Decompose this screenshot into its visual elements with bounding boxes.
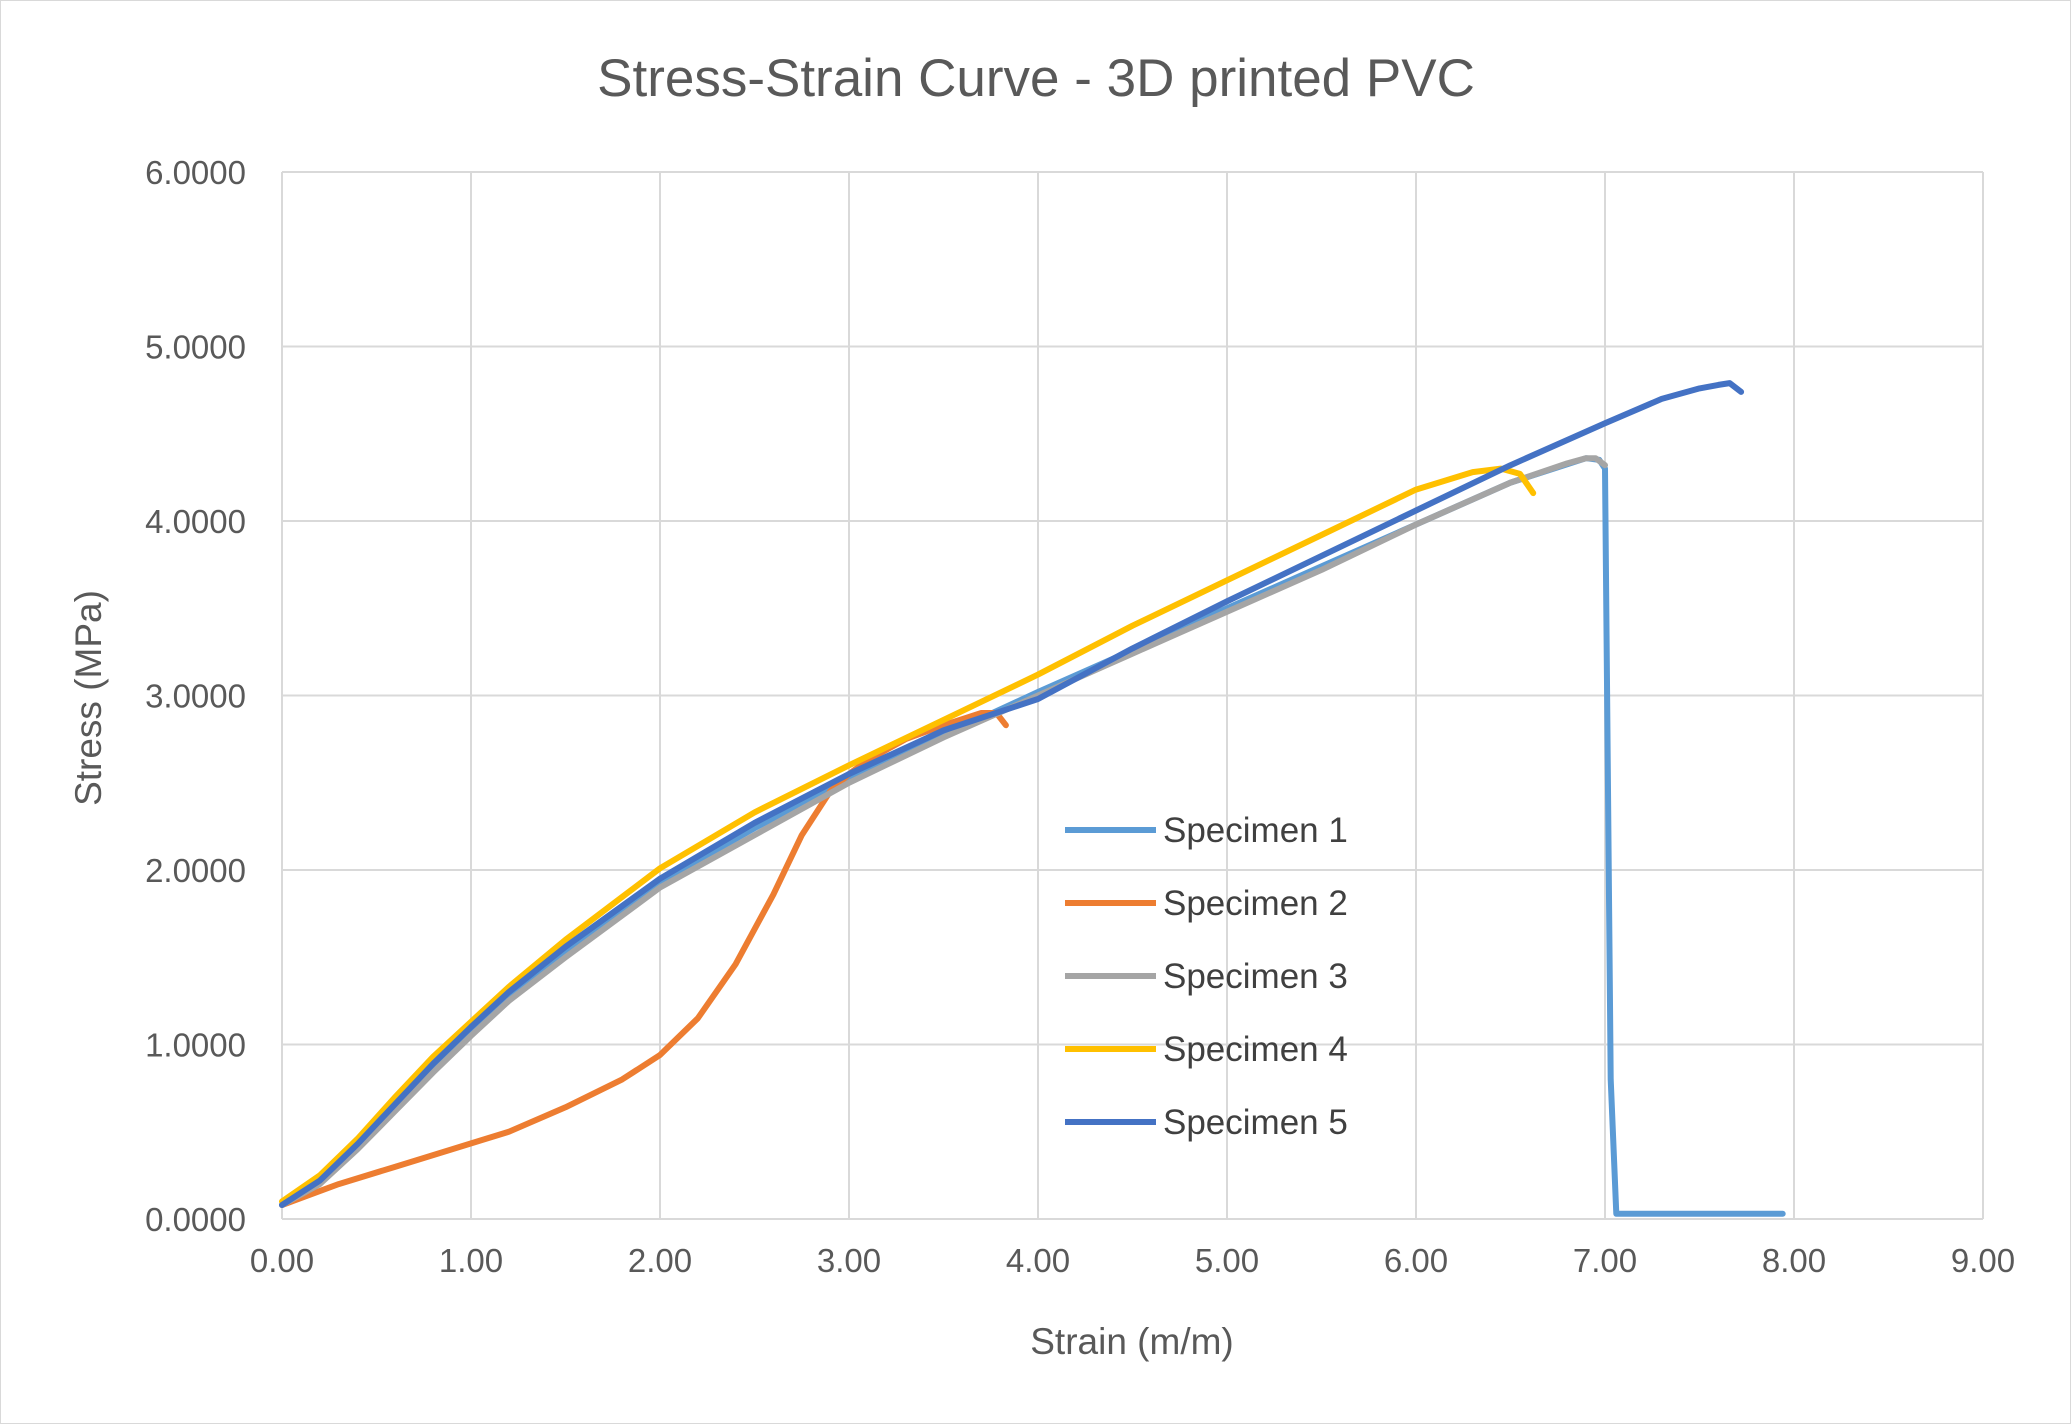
y-tick-label: 3.0000	[145, 678, 246, 715]
x-tick-label: 2.00	[628, 1242, 692, 1279]
series-lines	[279, 380, 1786, 1217]
y-axis-label: Stress (MPa)	[68, 590, 109, 806]
x-tick-label: 5.00	[1195, 1242, 1259, 1279]
axes: 0.00 1.00 2.00 3.00 4.00 5.00 6.00 7.00 8.00 9.00…	[145, 154, 2015, 1279]
gridlines	[281, 171, 1984, 1220]
y-tick-label: 1.0000	[145, 1027, 246, 1064]
y-tick-label: 5.0000	[145, 329, 246, 366]
x-axis-label: Strain (m/m)	[1030, 1321, 1234, 1362]
legend-entry-label: Specimen 3	[1163, 957, 1348, 996]
series-line-specimen-3	[279, 455, 1608, 1208]
series-line-specimen-4	[279, 465, 1537, 1205]
chart-title: Stress-Strain Curve - 3D printed PVC	[597, 49, 1475, 108]
x-tick-label: 8.00	[1762, 1242, 1826, 1279]
x-tick-label: 3.00	[817, 1242, 881, 1279]
series-line-specimen-2	[279, 710, 1009, 1208]
legend-entry-label: Specimen 1	[1163, 811, 1348, 850]
x-tick-label: 9.00	[1951, 1242, 2015, 1279]
legend-entry-label: Specimen 5	[1163, 1103, 1348, 1142]
y-tick-label: 6.0000	[145, 154, 246, 191]
y-tick-label: 0.0000	[145, 1201, 246, 1238]
y-tick-label: 2.0000	[145, 852, 246, 889]
y-tick-label: 4.0000	[145, 503, 246, 540]
x-tick-label: 4.00	[1006, 1242, 1070, 1279]
series-line-specimen-1	[279, 455, 1786, 1217]
x-tick-label: 7.00	[1573, 1242, 1637, 1279]
legend-entry-label: Specimen 2	[1163, 884, 1348, 923]
series-line-specimen-5	[279, 380, 1745, 1208]
x-tick-label: 6.00	[1384, 1242, 1448, 1279]
x-tick-label: 1.00	[439, 1242, 503, 1279]
legend-entry-label: Specimen 4	[1163, 1030, 1348, 1069]
legend: Specimen 1 Specimen 2 Specimen 3 Specimen 4…	[1065, 811, 1348, 1142]
x-tick-label: 0.00	[250, 1242, 314, 1279]
